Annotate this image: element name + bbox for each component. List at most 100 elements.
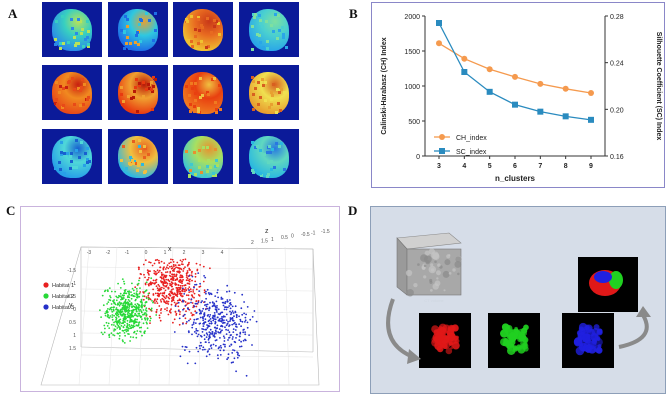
habitat-2-point xyxy=(118,337,121,340)
habitat-1-point xyxy=(149,298,152,301)
habitat-1-point xyxy=(161,286,163,289)
heatmap-pixel xyxy=(190,14,194,18)
habitat-3-point xyxy=(240,345,243,348)
heatmap-pixel xyxy=(123,30,127,34)
habitat-3-point xyxy=(244,331,247,333)
habitat-3-point xyxy=(216,316,219,319)
heatmap-pixel xyxy=(197,158,201,162)
heatmap-pixel xyxy=(136,162,140,166)
habitat-3-point xyxy=(215,300,218,303)
habitat-2-point xyxy=(126,315,129,318)
habitat-1-point xyxy=(147,278,149,281)
habitat-1-point xyxy=(165,284,168,287)
heatmap-pixel xyxy=(258,40,262,44)
habitat-1-point xyxy=(170,281,173,284)
heatmap-pixel xyxy=(264,99,268,103)
heatmap-pixel xyxy=(142,144,146,148)
habitat-3-point xyxy=(235,314,238,317)
habitat-1-point xyxy=(153,299,156,302)
heatmap-pixel xyxy=(57,90,61,94)
habitat-2-point xyxy=(119,303,122,305)
habitat-3-point xyxy=(214,314,216,316)
heatmap-pixel xyxy=(193,150,197,154)
habitat-1-point xyxy=(185,322,188,325)
habitat-1-point xyxy=(152,288,155,291)
heatmap-pixel xyxy=(215,164,219,168)
habitat-2-point xyxy=(150,309,153,311)
heatmap-pixel xyxy=(129,156,133,160)
ct-texture xyxy=(423,275,427,279)
heatmap-pixel xyxy=(69,18,73,22)
habitat-2-point xyxy=(125,330,128,333)
habitat-2-point xyxy=(121,309,124,311)
heatmap-pixel xyxy=(265,39,269,43)
habitat-3-point xyxy=(241,293,244,296)
habitat-3-point xyxy=(233,357,236,360)
habitat-2-point xyxy=(128,307,131,309)
green-habitat-render xyxy=(512,345,518,351)
habitat-3-point xyxy=(206,333,209,336)
heatmap-pixel xyxy=(275,142,279,146)
heatmap-pixel xyxy=(80,78,84,82)
x-tick-label: 9 xyxy=(589,163,593,170)
y-tick-label: 0 xyxy=(416,154,420,161)
y-tick-label: 1000 xyxy=(404,84,420,91)
heatmap-pixel xyxy=(69,154,73,158)
heatmap-pixel xyxy=(147,86,151,90)
habitat-2-point xyxy=(127,333,129,335)
habitat-2-point xyxy=(118,294,120,297)
habitat-2-point xyxy=(99,309,101,312)
panel-label-a: A xyxy=(8,6,18,21)
blue-habitat-render xyxy=(581,333,591,343)
habitat-3-point xyxy=(208,292,210,294)
ct-texture xyxy=(417,263,420,266)
heatmap-pixel xyxy=(206,145,210,149)
habitat-3-point xyxy=(216,305,218,307)
habitat-3-point xyxy=(220,296,223,299)
habitat-3-point xyxy=(192,321,195,324)
heatmap-pixel xyxy=(55,81,59,85)
heatmap-pixel xyxy=(138,150,142,154)
heatmap-pixel xyxy=(190,45,194,49)
habitat-3-point xyxy=(226,322,229,325)
heatmap-pixel xyxy=(210,30,214,34)
habitat-1-point xyxy=(171,278,174,281)
habitat-3-point xyxy=(204,348,206,351)
habitat-3-point xyxy=(193,318,196,321)
habitat-3-point xyxy=(229,320,231,322)
habitat-3-point xyxy=(178,317,181,320)
heatmap-pixel xyxy=(132,159,136,163)
habitat-1-point xyxy=(162,298,165,301)
habitat-3-point xyxy=(244,319,247,322)
z-tick-label: 2 xyxy=(251,240,254,246)
habitat-3-point xyxy=(238,339,241,341)
habitat-1-point xyxy=(203,289,206,292)
habitat-3-point xyxy=(246,326,249,329)
habitat-3-point xyxy=(206,351,209,353)
heatmap-pixel xyxy=(277,13,281,17)
habitat-3-point xyxy=(228,331,231,334)
blue-habitat-render xyxy=(578,322,588,332)
habitat-1-point xyxy=(151,264,154,267)
habitat-3-point xyxy=(210,322,213,325)
z-tick-label: 1.5 xyxy=(261,238,268,244)
habitat-3-point xyxy=(240,307,243,310)
habitat-3-point xyxy=(225,328,228,331)
y2-tick-label: 0.20 xyxy=(610,107,624,114)
habitat-1-point xyxy=(159,292,162,295)
habitat-1-point xyxy=(173,275,176,277)
habitat-2-point xyxy=(126,313,129,315)
habitat-3-point xyxy=(204,318,207,321)
heatmap-pixel xyxy=(87,43,91,47)
z-tick-label: -1 xyxy=(311,230,316,236)
heatmap-pixel xyxy=(56,102,60,106)
habitat-3-point xyxy=(204,308,207,311)
heatmap-pixel xyxy=(277,90,281,94)
habitat-1-point xyxy=(190,290,192,293)
habitat-3-point xyxy=(230,311,233,314)
habitat-2-point xyxy=(117,332,120,335)
heatmap-pixel xyxy=(133,40,137,44)
blue-habitat-render xyxy=(587,348,591,352)
habitat-1-point xyxy=(195,288,198,291)
habitat-3-point xyxy=(195,311,198,314)
